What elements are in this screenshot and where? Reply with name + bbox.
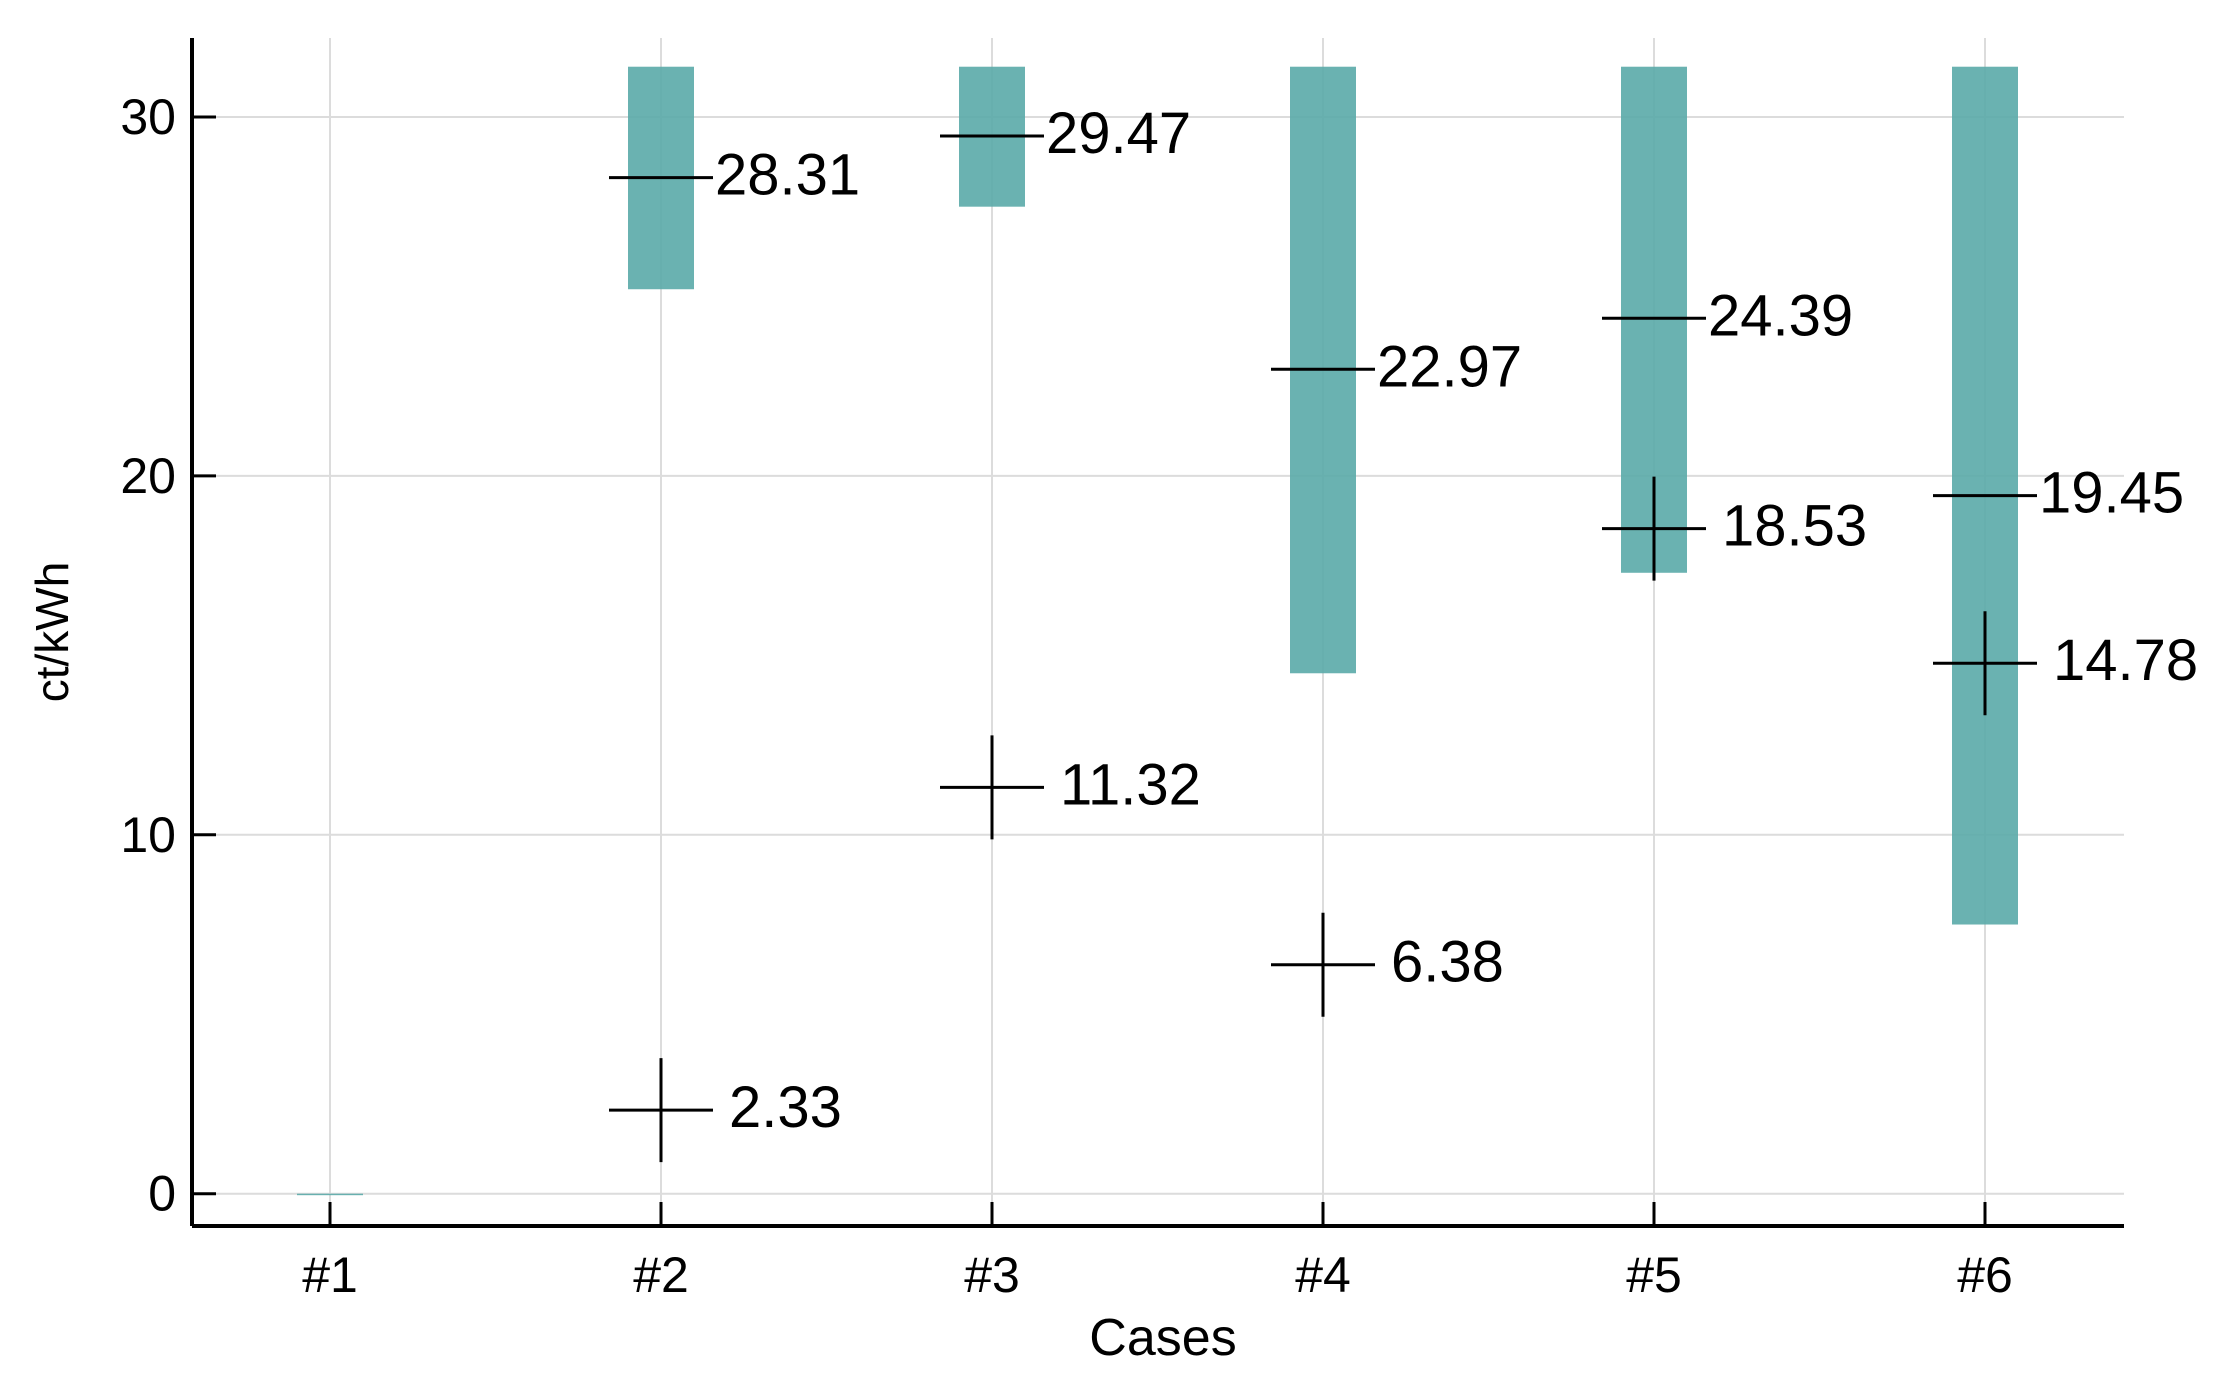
data-labels: 28.31 29.47 22.97 24.39 19.45 2.33 11.32 6.38 18… [715, 101, 2198, 1140]
x-tick-label: #4 [1295, 1247, 1351, 1303]
data-label: 6.38 [1391, 930, 1504, 995]
range-bars [297, 66, 2018, 1196]
data-label: 18.53 [1722, 494, 1867, 559]
grid [192, 38, 2124, 1226]
data-label: 24.39 [1708, 283, 1853, 348]
y-axis-label: ct/kWh [26, 562, 78, 703]
data-label: 2.33 [729, 1075, 842, 1140]
y-tick-label: 10 [120, 807, 176, 863]
data-label: 22.97 [1377, 334, 1522, 399]
data-label: 28.31 [715, 143, 860, 208]
data-label: 19.45 [2039, 461, 2184, 526]
y-tick-label: 20 [120, 448, 176, 504]
y-tick-label: 30 [120, 89, 176, 145]
y-tick-label: 0 [148, 1166, 176, 1222]
markers [609, 134, 2037, 1163]
data-label: 14.78 [2053, 628, 2198, 693]
x-tick-label: #5 [1626, 1247, 1682, 1303]
x-axis-label: Cases [1089, 1309, 1236, 1367]
x-tick-label: #2 [633, 1247, 689, 1303]
x-tick-label: #6 [1957, 1247, 2013, 1303]
x-tick-label: #3 [964, 1247, 1020, 1303]
x-tick-label: #1 [302, 1247, 358, 1303]
axes: 0 10 20 30 #1 #2 #3 #4 #5 #6 [120, 38, 2124, 1303]
range-bar [297, 1193, 363, 1196]
data-label: 11.32 [1060, 752, 1201, 817]
data-label: 29.47 [1046, 101, 1191, 166]
